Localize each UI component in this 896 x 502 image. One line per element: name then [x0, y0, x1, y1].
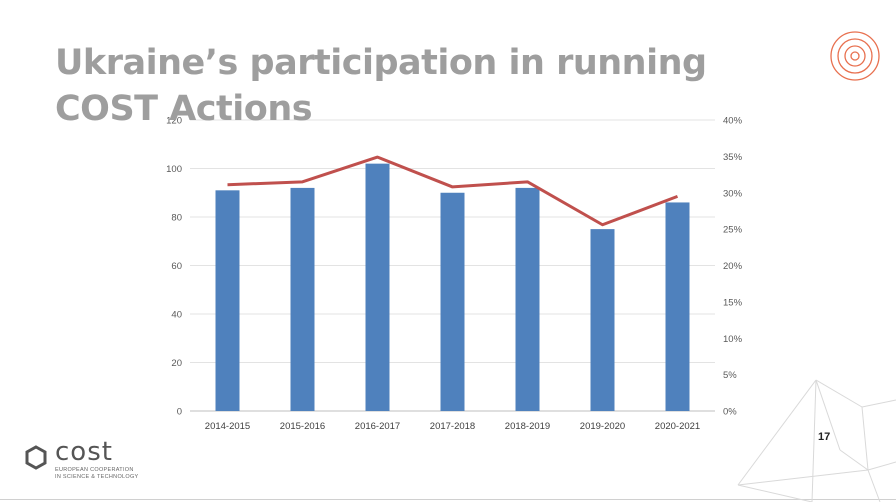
y-left-tick-label: 80 [171, 213, 182, 224]
y-right-tick-label: 5% [723, 370, 737, 381]
page-number: 17 [818, 431, 831, 443]
bar-series [215, 163, 690, 411]
y-left-tick-label: 100 [166, 164, 182, 175]
y-right-tick-label: 20% [723, 261, 743, 272]
gridlines [190, 119, 715, 412]
x-tick-label: 2019-2020 [580, 421, 625, 432]
y-right-tick-label: 0% [723, 407, 737, 418]
cost-logo-subtitle: EUROPEAN COOPERATION IN SCIENCE & TECHNO… [55, 467, 139, 481]
x-tick-label: 2015-2016 [280, 421, 325, 432]
target-icon [830, 31, 880, 81]
y-right-tick-label: 35% [723, 152, 743, 163]
y-right-tick-label: 40% [723, 116, 743, 127]
y-right-tick-label: 25% [723, 225, 743, 236]
decorative-network [737, 379, 896, 502]
bar [440, 192, 465, 411]
x-tick-label: 2020-2021 [655, 421, 700, 432]
bar [365, 163, 390, 411]
bottom-divider [0, 499, 896, 500]
y-right-tick-label: 30% [723, 188, 743, 199]
bar [590, 229, 615, 411]
cost-hexagon-icon [25, 445, 47, 470]
x-tick-label: 2018-2019 [505, 421, 550, 432]
y-left-tick-label: 20 [171, 358, 182, 369]
y-axis-left: 0 20 40 60 80 100 120 [166, 116, 182, 418]
y-right-tick-label: 15% [723, 297, 743, 308]
x-tick-label: 2016-2017 [355, 421, 400, 432]
line-series [227, 155, 679, 227]
slide-title: Ukraine’s participation in running COST … [55, 43, 707, 129]
bar [215, 190, 240, 411]
bar [290, 187, 315, 411]
y-left-tick-label: 40 [171, 310, 182, 321]
x-axis: 2014-2015 2015-2016 2016-2017 2017-2018 2018… [205, 421, 700, 432]
cost-logo: cost EUROPEAN COOPERATION IN SCIENCE & T… [22, 437, 162, 485]
x-tick-label: 2017-2018 [430, 421, 475, 432]
y-left-tick-label: 120 [166, 116, 182, 127]
bar [515, 187, 540, 411]
y-left-tick-label: 0 [177, 407, 182, 418]
cost-logo-line1: EUROPEAN COOPERATION [55, 467, 134, 473]
y-right-tick-label: 10% [723, 334, 743, 345]
y-left-tick-label: 60 [171, 261, 182, 272]
cost-logo-line2: IN SCIENCE & TECHNOLOGY [55, 474, 139, 480]
line-path [227, 155, 679, 227]
x-tick-label: 2014-2015 [205, 421, 250, 432]
y-axis-right: 0% 5% 10% 15% 20% 25% 30% 35% 40% [723, 116, 743, 418]
cost-logo-word: cost [55, 437, 113, 467]
bar [665, 202, 690, 411]
